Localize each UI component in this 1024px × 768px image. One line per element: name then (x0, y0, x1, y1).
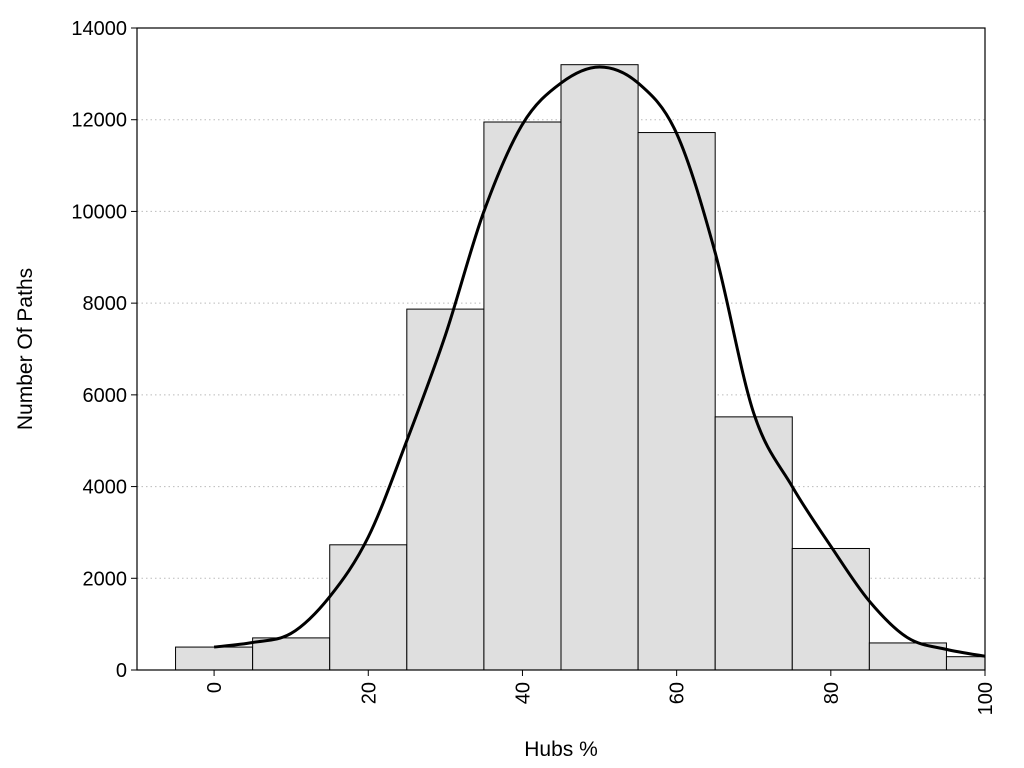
x-tick-label: 20 (358, 682, 380, 704)
y-tick-label: 4000 (83, 477, 128, 499)
histogram-bar (406, 308, 485, 670)
x-axis-title: Hubs % (524, 738, 598, 761)
histogram-bar (483, 121, 562, 670)
y-axis-title: Number Of Paths (14, 268, 37, 430)
histogram-bar (637, 132, 716, 670)
histogram-bar (560, 64, 639, 670)
density-curve-layer (213, 65, 985, 658)
histogram-bars (175, 64, 985, 670)
y-tick-label: 2000 (83, 568, 128, 590)
histogram-bar (329, 544, 408, 670)
histogram-bar (791, 547, 870, 670)
histogram-bar (252, 637, 331, 670)
density-curve (213, 65, 985, 658)
y-tick-label: 12000 (71, 110, 127, 132)
y-tick-label: 8000 (83, 293, 128, 315)
x-tick-label: 40 (512, 682, 534, 704)
plot-frame (136, 27, 986, 671)
y-tick-label: 0 (116, 660, 127, 682)
y-tick-label: 14000 (71, 18, 127, 40)
x-axis-ticks: 0 20 40 60 80 100 (204, 670, 997, 715)
y-axis-ticks: 0 2000 4000 6000 8000 10000 12000 14000 (71, 18, 137, 682)
y-tick-label: 6000 (83, 385, 128, 407)
x-tick-label: 100 (975, 682, 997, 715)
histogram-bar (175, 646, 254, 670)
x-tick-label: 80 (821, 682, 843, 704)
y-tick-label: 10000 (71, 201, 127, 223)
x-tick-label: 0 (204, 682, 226, 693)
x-tick-label: 60 (667, 682, 689, 704)
histogram-bar (714, 416, 793, 670)
